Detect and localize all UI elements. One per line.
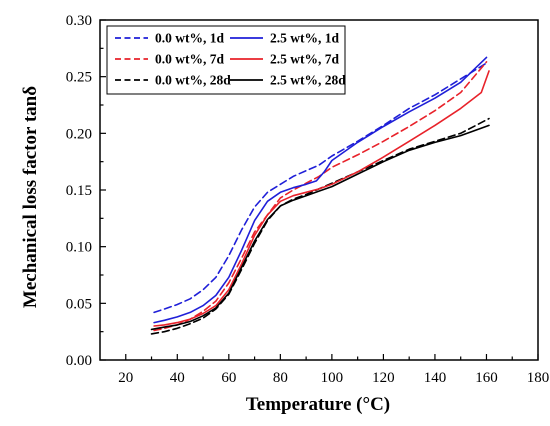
axis-ticks: 20 40 60 80 100 120 140 160 180 0.00 0.05 0.10 0.15 0… [66, 13, 550, 386]
x-tick-label: 160 [475, 370, 498, 386]
x-tick-label: 60 [221, 370, 236, 386]
legend-label: 2.5 wt%, 1d [270, 31, 339, 46]
x-tick-label: 80 [273, 370, 288, 386]
y-axis-title: Mechanical loss factor tanδ [20, 86, 41, 308]
x-tick-label: 120 [372, 370, 395, 386]
series-line [150, 124, 490, 331]
x-tick-label: 140 [424, 370, 447, 386]
legend: 0.0 wt%, 1d 2.5 wt%, 1d 0.0 wt%, 7d 2.5 wt%… [106, 25, 346, 95]
y-tick-label: 0.20 [66, 126, 92, 142]
series-line [153, 62, 488, 314]
y-tick-label: 0.15 [66, 183, 92, 199]
x-axis-title: Temperature (°C) [246, 394, 390, 415]
legend-label: 2.5 wt%, 28d [270, 73, 346, 88]
series-line [153, 70, 490, 327]
x-tick-label: 20 [118, 370, 133, 386]
legend-label: 2.5 wt%, 7d [270, 52, 339, 67]
series-line [150, 117, 490, 335]
legend-label: 0.0 wt%, 28d [155, 73, 231, 88]
y-tick-label: 0.30 [66, 13, 92, 29]
series-line [153, 56, 488, 324]
y-tick-label: 0.10 [66, 240, 92, 256]
y-tick-label: 0.25 [66, 70, 92, 86]
y-tick-label: 0.00 [66, 353, 92, 369]
series-lines [150, 56, 490, 335]
x-tick-label: 40 [170, 370, 185, 386]
legend-label: 0.0 wt%, 1d [155, 31, 224, 46]
y-tick-label: 0.05 [66, 296, 92, 312]
legend-label: 0.0 wt%, 7d [155, 52, 224, 67]
series-line [153, 61, 488, 332]
x-tick-label: 180 [527, 370, 550, 386]
x-tick-label: 100 [321, 370, 344, 386]
